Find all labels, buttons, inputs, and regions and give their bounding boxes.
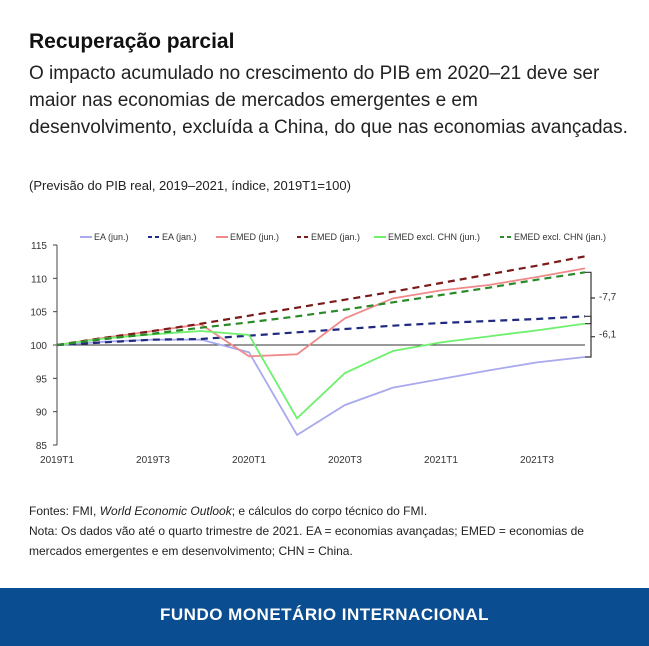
series-line-1 (56, 315, 586, 347)
x-tick-label: 2021T3 (520, 455, 554, 466)
annotation-label: -6,1 (599, 330, 617, 341)
legend-label: EMED (jun.) (230, 232, 279, 242)
series-line-3 (56, 255, 586, 347)
legend-label: EA (jun.) (94, 232, 129, 242)
legend-label: EMED excl. CHN (jun.) (388, 232, 480, 242)
legend-label: EA (jan.) (162, 232, 197, 242)
series-line-0 (56, 338, 586, 437)
y-tick-label: 95 (36, 374, 48, 385)
y-tick-label: 100 (30, 341, 47, 352)
chart-title: Recuperação parcial (29, 30, 235, 53)
y-tick-label: 110 (31, 274, 47, 285)
footer-banner: FUNDO MONETÁRIO INTERNACIONAL (0, 588, 649, 646)
chart-subtitle: O impacto acumulado no crescimento do PI… (29, 63, 628, 138)
annotation-label: -7,7 (599, 292, 617, 303)
x-tick-label: 2019T3 (136, 455, 170, 466)
series-line-5 (56, 271, 586, 347)
y-tick-label: 105 (30, 308, 47, 319)
x-tick-label: 2020T3 (328, 455, 362, 466)
x-tick-label: 2020T1 (232, 455, 266, 466)
series-line-4 (56, 322, 586, 420)
note: Nota: Os dados vão até o quarto trimestr… (29, 524, 584, 558)
legend-label: EMED (jan.) (311, 232, 360, 242)
y-tick-label: 85 (36, 441, 48, 452)
line-chart: 85 90 95 100 105 110 115 2019T1 2019T3 2020T1 2020… (30, 232, 617, 466)
bracket (585, 271, 595, 325)
legend-label: EMED excl. CHN (jan.) (514, 232, 606, 242)
bracket (585, 315, 595, 358)
y-tick-label: 115 (31, 241, 47, 252)
chart-units: (Previsão do PIB real, 2019–2021, índice… (29, 178, 351, 193)
notes: Fontes: FMI, World Economic Outlook; e c… (29, 501, 629, 561)
sources: Fontes: FMI, World Economic Outlook; e c… (29, 504, 428, 518)
y-tick-label: 90 (36, 408, 48, 419)
x-tick-label: 2019T1 (40, 455, 74, 466)
x-tick-label: 2021T1 (424, 455, 458, 466)
